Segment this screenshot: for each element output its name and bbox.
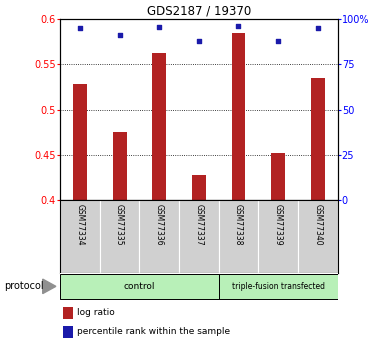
Bar (63, 307, 73, 319)
Text: GSM77335: GSM77335 (115, 204, 124, 245)
Bar (271, 153, 285, 200)
Polygon shape (43, 279, 56, 294)
Point (196, 38, 202, 43)
Text: GSM77339: GSM77339 (274, 204, 282, 245)
Point (315, 25, 321, 31)
Bar (152, 53, 166, 200)
Point (275, 38, 281, 43)
Bar (60, 200, 100, 273)
Bar (73, 84, 87, 200)
Point (236, 23, 242, 29)
Bar (219, 274, 338, 299)
Bar (139, 200, 179, 273)
Text: GSM77338: GSM77338 (234, 204, 243, 245)
Bar (258, 200, 298, 273)
Bar (113, 132, 126, 200)
Bar (311, 78, 325, 200)
Text: control: control (124, 282, 155, 291)
Bar (232, 32, 246, 200)
Text: protocol: protocol (4, 282, 43, 291)
Bar (219, 200, 258, 273)
Text: log ratio: log ratio (77, 308, 114, 317)
Text: GSM77337: GSM77337 (194, 204, 203, 245)
Text: GSM77340: GSM77340 (313, 204, 322, 245)
Bar (298, 200, 338, 273)
Text: GSM77336: GSM77336 (155, 204, 164, 245)
Text: percentile rank within the sample: percentile rank within the sample (77, 327, 230, 336)
Bar (179, 200, 219, 273)
Bar (100, 200, 139, 273)
Point (77, 25, 83, 31)
Text: GSM77334: GSM77334 (75, 204, 85, 245)
Point (156, 24, 162, 30)
Bar (60, 274, 219, 299)
Bar (192, 175, 206, 200)
Point (116, 32, 123, 38)
Bar (63, 326, 73, 338)
Text: triple-fusion transfected: triple-fusion transfected (232, 282, 325, 291)
Title: GDS2187 / 19370: GDS2187 / 19370 (147, 5, 251, 18)
